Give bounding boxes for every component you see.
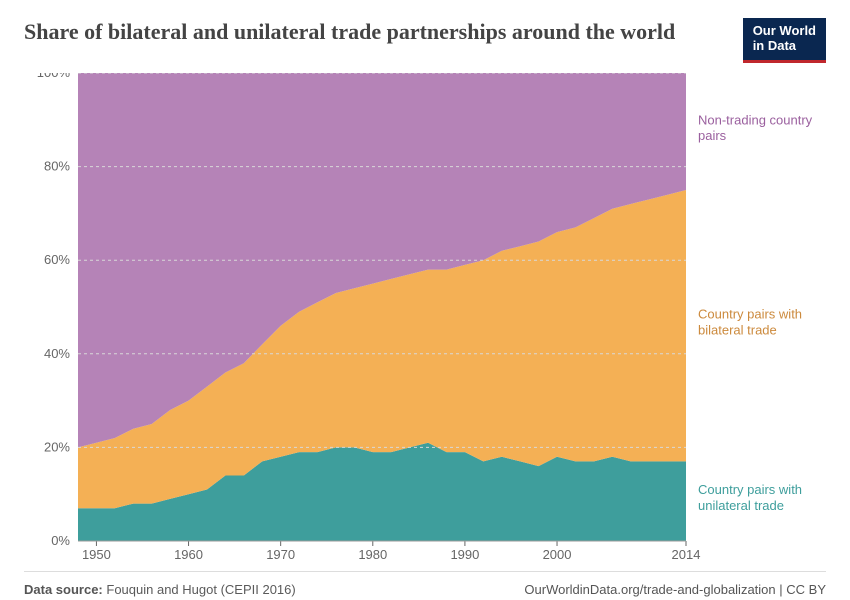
x-tick-label: 1970 (266, 547, 295, 562)
x-tick-label: 1960 (174, 547, 203, 562)
y-tick-label: 20% (44, 439, 70, 454)
stacked-area-chart: 0% 20% 40% 60% 80% 100% 1950 1960 1970 1980 1990 20… (24, 73, 838, 565)
data-source-label: Data source: (24, 582, 103, 597)
chart-title: Share of bilateral and unilateral trade … (24, 18, 675, 46)
series-label-nontrading: Non-trading countrypairs (698, 112, 813, 143)
y-tick-label: 0% (51, 533, 70, 548)
y-tick-label: 100% (37, 73, 71, 80)
chart-area: 0% 20% 40% 60% 80% 100% 1950 1960 1970 1980 1990 20… (24, 73, 826, 565)
series-label-bilateral: Country pairs withbilateral trade (698, 307, 802, 338)
footer: Data source: Fouquin and Hugot (CEPII 20… (24, 571, 826, 597)
x-tick-label: 1950 (82, 547, 111, 562)
y-tick-label: 60% (44, 252, 70, 267)
x-tick-label: 2000 (543, 547, 572, 562)
footer-link[interactable]: OurWorldinData.org/trade-and-globalizati… (524, 582, 775, 597)
series-label-unilateral: Country pairs withunilateral trade (698, 482, 802, 513)
x-tick-label: 2014 (672, 547, 701, 562)
footer-license: CC BY (786, 582, 826, 597)
owid-logo: Our World in Data (743, 18, 826, 63)
y-tick-label: 80% (44, 158, 70, 173)
x-tick-label: 1990 (450, 547, 479, 562)
y-tick-label: 40% (44, 346, 70, 361)
x-tick-label: 1980 (358, 547, 387, 562)
data-source-value: Fouquin and Hugot (CEPII 2016) (106, 582, 295, 597)
